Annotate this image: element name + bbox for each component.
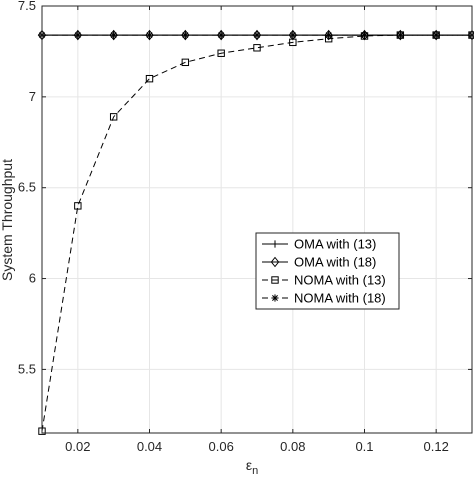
data-point-square bbox=[109, 113, 118, 121]
data-point-diamond bbox=[73, 29, 83, 41]
legend-marker-asterisk bbox=[271, 294, 279, 302]
x-axis-label-main: ε bbox=[246, 457, 252, 473]
data-point-square bbox=[289, 38, 297, 47]
data-point-square bbox=[253, 44, 261, 52]
x-tick-label: 0.12 bbox=[424, 439, 449, 454]
data-point-diamond bbox=[181, 29, 190, 41]
x-tick-label: 0.1 bbox=[355, 439, 373, 454]
data-point-diamond bbox=[145, 29, 154, 41]
data-point-asterisk bbox=[432, 31, 440, 39]
data-point-asterisk bbox=[289, 31, 297, 39]
legend-box bbox=[255, 232, 400, 310]
legend-label: OMA with (18) bbox=[294, 255, 376, 270]
y-tick-label: 7 bbox=[29, 89, 36, 104]
data-point-diamond bbox=[216, 29, 226, 41]
y-tick-label: 6 bbox=[29, 271, 36, 286]
data-point-asterisk bbox=[74, 31, 82, 39]
data-point-asterisk bbox=[181, 31, 189, 39]
legend: OMA with (13) OMA with (18) NOMA with (13)… bbox=[255, 232, 400, 310]
data-point-diamond bbox=[324, 29, 333, 41]
x-axis-label-subscript: n bbox=[252, 465, 258, 477]
data-point-diamond bbox=[396, 29, 405, 41]
y-axis-ticks: 5.5 6 6.5 7 7.5 bbox=[18, 0, 472, 376]
legend-entry: OMA with (18) bbox=[262, 255, 376, 270]
legend-entry: NOMA with (18) bbox=[262, 291, 386, 306]
y-tick-label: 5.5 bbox=[18, 361, 36, 376]
y-tick-label: 7.5 bbox=[18, 0, 36, 13]
plot-area bbox=[42, 6, 472, 433]
data-point-asterisk bbox=[217, 31, 225, 39]
data-point-asterisk bbox=[110, 31, 118, 39]
data-point-asterisk bbox=[253, 31, 261, 39]
x-tick-label: 0.02 bbox=[65, 439, 90, 454]
legend-entry: NOMA with (13) bbox=[262, 273, 386, 288]
data-point-square bbox=[74, 202, 82, 210]
data-point-square bbox=[181, 58, 190, 67]
x-tick-label: 0.04 bbox=[137, 439, 162, 454]
legend-label: NOMA with (13) bbox=[294, 273, 386, 288]
x-tick-label: 0.06 bbox=[209, 439, 234, 454]
y-axis-label: System Throughput bbox=[0, 159, 15, 281]
data-point-square bbox=[145, 74, 154, 83]
y-tick-label: 6.5 bbox=[18, 180, 36, 195]
data-point-asterisk bbox=[325, 31, 333, 39]
x-axis-label: εn bbox=[246, 457, 258, 477]
legend-marker-diamond bbox=[270, 256, 280, 268]
legend-marker-plus bbox=[271, 240, 279, 248]
data-point-diamond bbox=[109, 29, 118, 41]
data-point-asterisk bbox=[145, 31, 154, 39]
data-point-asterisk bbox=[360, 31, 369, 39]
legend-label: OMA with (13) bbox=[294, 237, 376, 252]
x-axis-ticks: 0.02 0.04 0.06 0.08 0.1 0.12 bbox=[65, 6, 449, 454]
legend-entry: OMA with (13) bbox=[262, 237, 376, 252]
x-tick-label: 0.08 bbox=[280, 439, 305, 454]
legend-marker-square bbox=[271, 276, 279, 284]
data-point-diamond bbox=[431, 29, 441, 41]
data-point-asterisk bbox=[396, 31, 404, 39]
legend-label: NOMA with (18) bbox=[294, 291, 386, 306]
data-point-diamond bbox=[252, 29, 262, 41]
data-point-square bbox=[217, 49, 225, 57]
plot-frame bbox=[41, 5, 473, 434]
